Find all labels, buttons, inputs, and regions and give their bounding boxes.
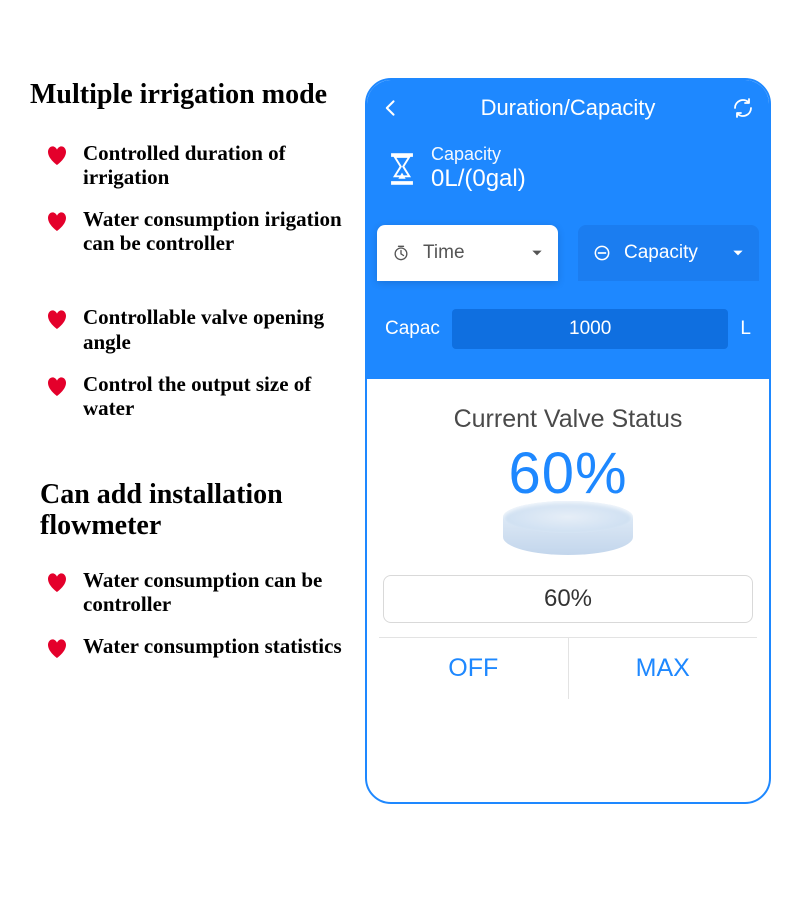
tab-time[interactable]: Time: [377, 225, 558, 281]
tab-capacity[interactable]: Capacity: [578, 225, 759, 281]
sync-icon[interactable]: [731, 96, 755, 120]
capacity-unit: L: [740, 318, 751, 340]
tab-capacity-label: Capacity: [624, 242, 698, 264]
off-button[interactable]: OFF: [379, 638, 569, 699]
phone-mockup: Duration/Capacity Capacity 0L/(0gal): [365, 78, 771, 804]
chevron-down-icon: [731, 246, 745, 260]
capacity-label: Capacity: [431, 144, 526, 165]
section-title-flowmeter: Can add installation flowmeter: [30, 480, 355, 542]
heart-icon: [45, 308, 69, 330]
phone-header: Duration/Capacity: [367, 80, 769, 136]
valve-percent: 60%: [379, 440, 757, 507]
bullet-item: Controlled duration of irrigation: [45, 141, 355, 189]
capacity-icon: [592, 243, 612, 263]
bullet-text: Controlled duration of irrigation: [83, 141, 355, 189]
heart-icon: [45, 375, 69, 397]
section-title-modes: Multiple irrigation mode: [30, 80, 355, 111]
bullet-text: Controllable valve opening angle: [83, 305, 355, 353]
valve-pedestal: [503, 501, 633, 557]
header-title: Duration/Capacity: [481, 95, 656, 121]
bullet-text: Water consumption irigation can be contr…: [83, 207, 355, 255]
bullet-item: Controllable valve opening angle: [45, 305, 355, 353]
capacity-input-row: Capac 1000 L: [367, 281, 769, 379]
back-icon[interactable]: [381, 96, 401, 120]
heart-icon: [45, 144, 69, 166]
chevron-down-icon: [530, 246, 544, 260]
bullet-item: Water consumption can be controller: [45, 568, 355, 616]
bullet-item: Water consumption statistics: [45, 634, 355, 659]
heart-icon: [45, 571, 69, 593]
bullet-item: Control the output size of water: [45, 372, 355, 420]
bullet-group-modes: Controlled duration of irrigation Water …: [30, 141, 355, 420]
tab-time-label: Time: [423, 242, 465, 264]
bullet-text: Water consumption statistics: [83, 634, 342, 658]
bullet-text: Control the output size of water: [83, 372, 355, 420]
max-button[interactable]: MAX: [569, 638, 758, 699]
clock-icon: [391, 243, 411, 263]
capacity-value: 0L/(0gal): [431, 165, 526, 193]
bullet-text: Water consumption can be controller: [83, 568, 355, 616]
valve-slider[interactable]: 60%: [383, 575, 753, 623]
valve-status-title: Current Valve Status: [379, 405, 757, 434]
heart-icon: [45, 637, 69, 659]
heart-icon: [45, 210, 69, 232]
capacity-input-label: Capac: [385, 318, 440, 340]
hourglass-icon: [387, 152, 417, 186]
capacity-summary: Capacity 0L/(0gal): [367, 136, 769, 207]
bullet-item: Water consumption irigation can be contr…: [45, 207, 355, 255]
bullet-group-flowmeter: Water consumption can be controller Wate…: [30, 568, 355, 659]
capacity-input[interactable]: 1000: [452, 309, 729, 349]
